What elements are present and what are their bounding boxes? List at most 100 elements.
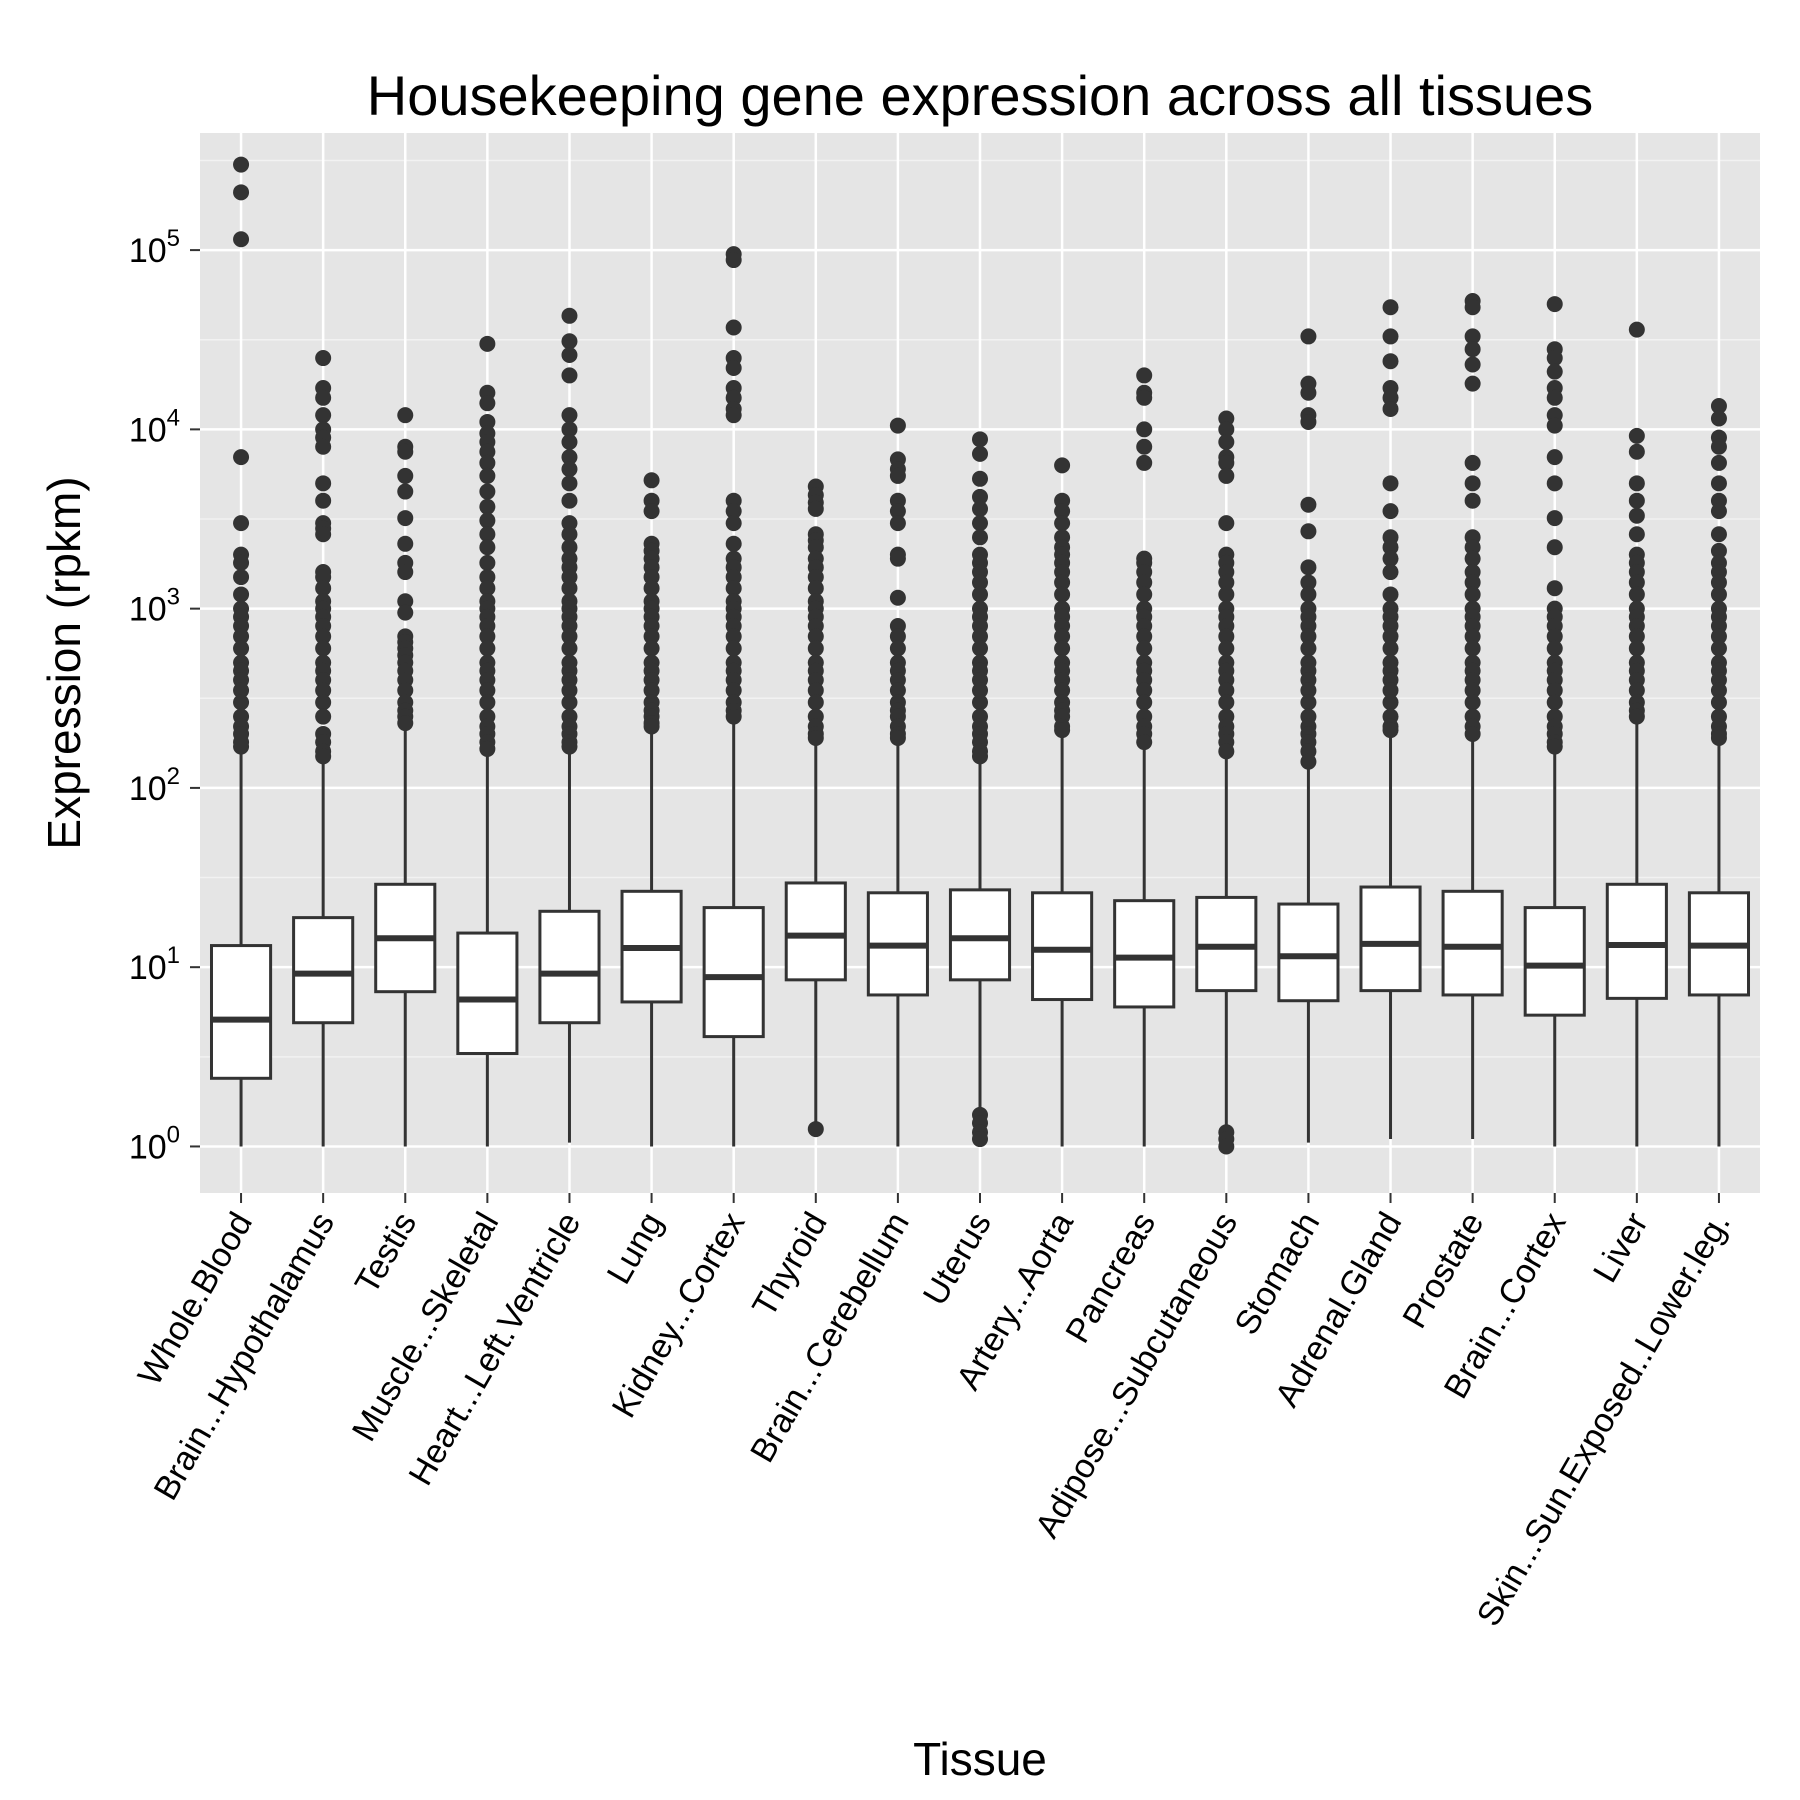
outlier-point	[1546, 350, 1563, 367]
outlier-point	[315, 492, 332, 509]
box-group	[538, 307, 601, 1143]
outlier-point	[479, 483, 496, 500]
outlier-point	[1136, 389, 1153, 406]
outlier-point	[725, 535, 742, 552]
box-iqr	[538, 909, 601, 1025]
outlier-point	[807, 580, 824, 597]
outlier-point	[479, 628, 496, 645]
x-tick-label: Muscle...Skeletal	[345, 1206, 506, 1448]
outlier-point	[1546, 296, 1563, 313]
outlier-point	[561, 539, 578, 556]
box-group	[374, 407, 437, 1147]
outlier-point	[1054, 640, 1071, 657]
outlier-point	[1382, 694, 1399, 711]
outlier-point	[972, 682, 988, 699]
outlier-point	[972, 529, 988, 546]
outlier-point	[1300, 753, 1317, 770]
outlier-point	[725, 682, 742, 699]
outlier-point	[479, 498, 496, 515]
y-tick-label: 102	[129, 763, 180, 808]
outlier-point	[1300, 384, 1317, 401]
outlier-point	[1218, 640, 1235, 657]
box-iqr	[948, 888, 1012, 982]
outlier-point	[233, 184, 250, 201]
outlier-point	[1382, 299, 1399, 316]
outlier-point	[725, 515, 742, 532]
outlier-point	[561, 515, 578, 532]
outlier-point	[561, 461, 578, 478]
outlier-point	[315, 682, 332, 699]
outlier-point	[972, 1131, 988, 1148]
y-tick-label: 100	[129, 1121, 180, 1166]
outlier-point	[1464, 341, 1481, 358]
outlier-point	[1546, 694, 1563, 711]
outlier-point	[1710, 640, 1727, 657]
outlier-point	[561, 346, 578, 363]
outlier-point	[233, 449, 250, 466]
outlier-point	[233, 586, 250, 603]
outlier-point	[315, 350, 332, 367]
outlier-point	[1710, 438, 1727, 455]
outlier-point	[1546, 510, 1563, 527]
box-group	[1687, 398, 1751, 1147]
outlier-point	[1218, 515, 1235, 532]
box-group	[620, 472, 683, 1147]
box-group	[866, 417, 929, 1147]
outlier-point	[1628, 574, 1645, 591]
outlier-point	[1136, 682, 1153, 699]
outlier-point	[479, 539, 496, 556]
outlier-point	[479, 512, 496, 529]
outlier-point	[397, 682, 414, 699]
outlier-point	[807, 694, 824, 711]
outlier-point	[725, 252, 742, 269]
outlier-point	[1546, 449, 1563, 466]
outlier-point	[1546, 640, 1563, 657]
box-iqr	[292, 916, 355, 1025]
outlier-point	[397, 535, 414, 552]
outlier-point	[1136, 367, 1153, 384]
outlier-point	[233, 231, 250, 248]
outlier-point	[561, 694, 578, 711]
outlier-point	[1628, 628, 1645, 645]
outlier-point	[315, 438, 332, 455]
outlier-point	[233, 515, 250, 532]
outlier-point	[972, 628, 988, 645]
outlier-point	[1710, 682, 1727, 699]
outlier-point	[397, 510, 414, 527]
outlier-point	[725, 407, 742, 424]
outlier-point	[1464, 475, 1481, 492]
outlier-point	[725, 389, 742, 406]
outlier-point	[1136, 454, 1153, 471]
outlier-point	[1546, 682, 1563, 699]
outlier-point	[1546, 417, 1563, 434]
outlier-point	[561, 434, 578, 451]
boxes-layer	[209, 156, 1751, 1155]
outlier-point	[397, 407, 414, 424]
x-tick-label: Testis	[348, 1206, 424, 1300]
outlier-point	[1136, 438, 1153, 455]
outlier-point	[1136, 640, 1153, 657]
outlier-point	[561, 628, 578, 645]
outlier-point	[479, 554, 496, 571]
outlier-point	[889, 640, 906, 657]
outlier-point	[1382, 682, 1399, 699]
outlier-point	[725, 359, 742, 376]
outlier-point	[972, 488, 988, 505]
box-group	[948, 431, 1012, 1148]
outlier-point	[1136, 734, 1153, 751]
outlier-point	[643, 640, 660, 657]
outlier-point	[972, 500, 988, 517]
outlier-point	[1136, 574, 1153, 591]
outlier-point	[1382, 503, 1399, 520]
outlier-point	[1218, 574, 1235, 591]
outlier-point	[1710, 729, 1727, 746]
outlier-point	[1382, 328, 1399, 345]
box-group	[702, 246, 765, 1147]
outlier-point	[889, 503, 906, 520]
outlier-point	[1382, 640, 1399, 657]
outlier-point	[1464, 356, 1481, 373]
outlier-point	[1628, 682, 1645, 699]
outlier-point	[1710, 586, 1727, 603]
outlier-point	[1710, 410, 1727, 427]
outlier-point	[1300, 640, 1317, 657]
